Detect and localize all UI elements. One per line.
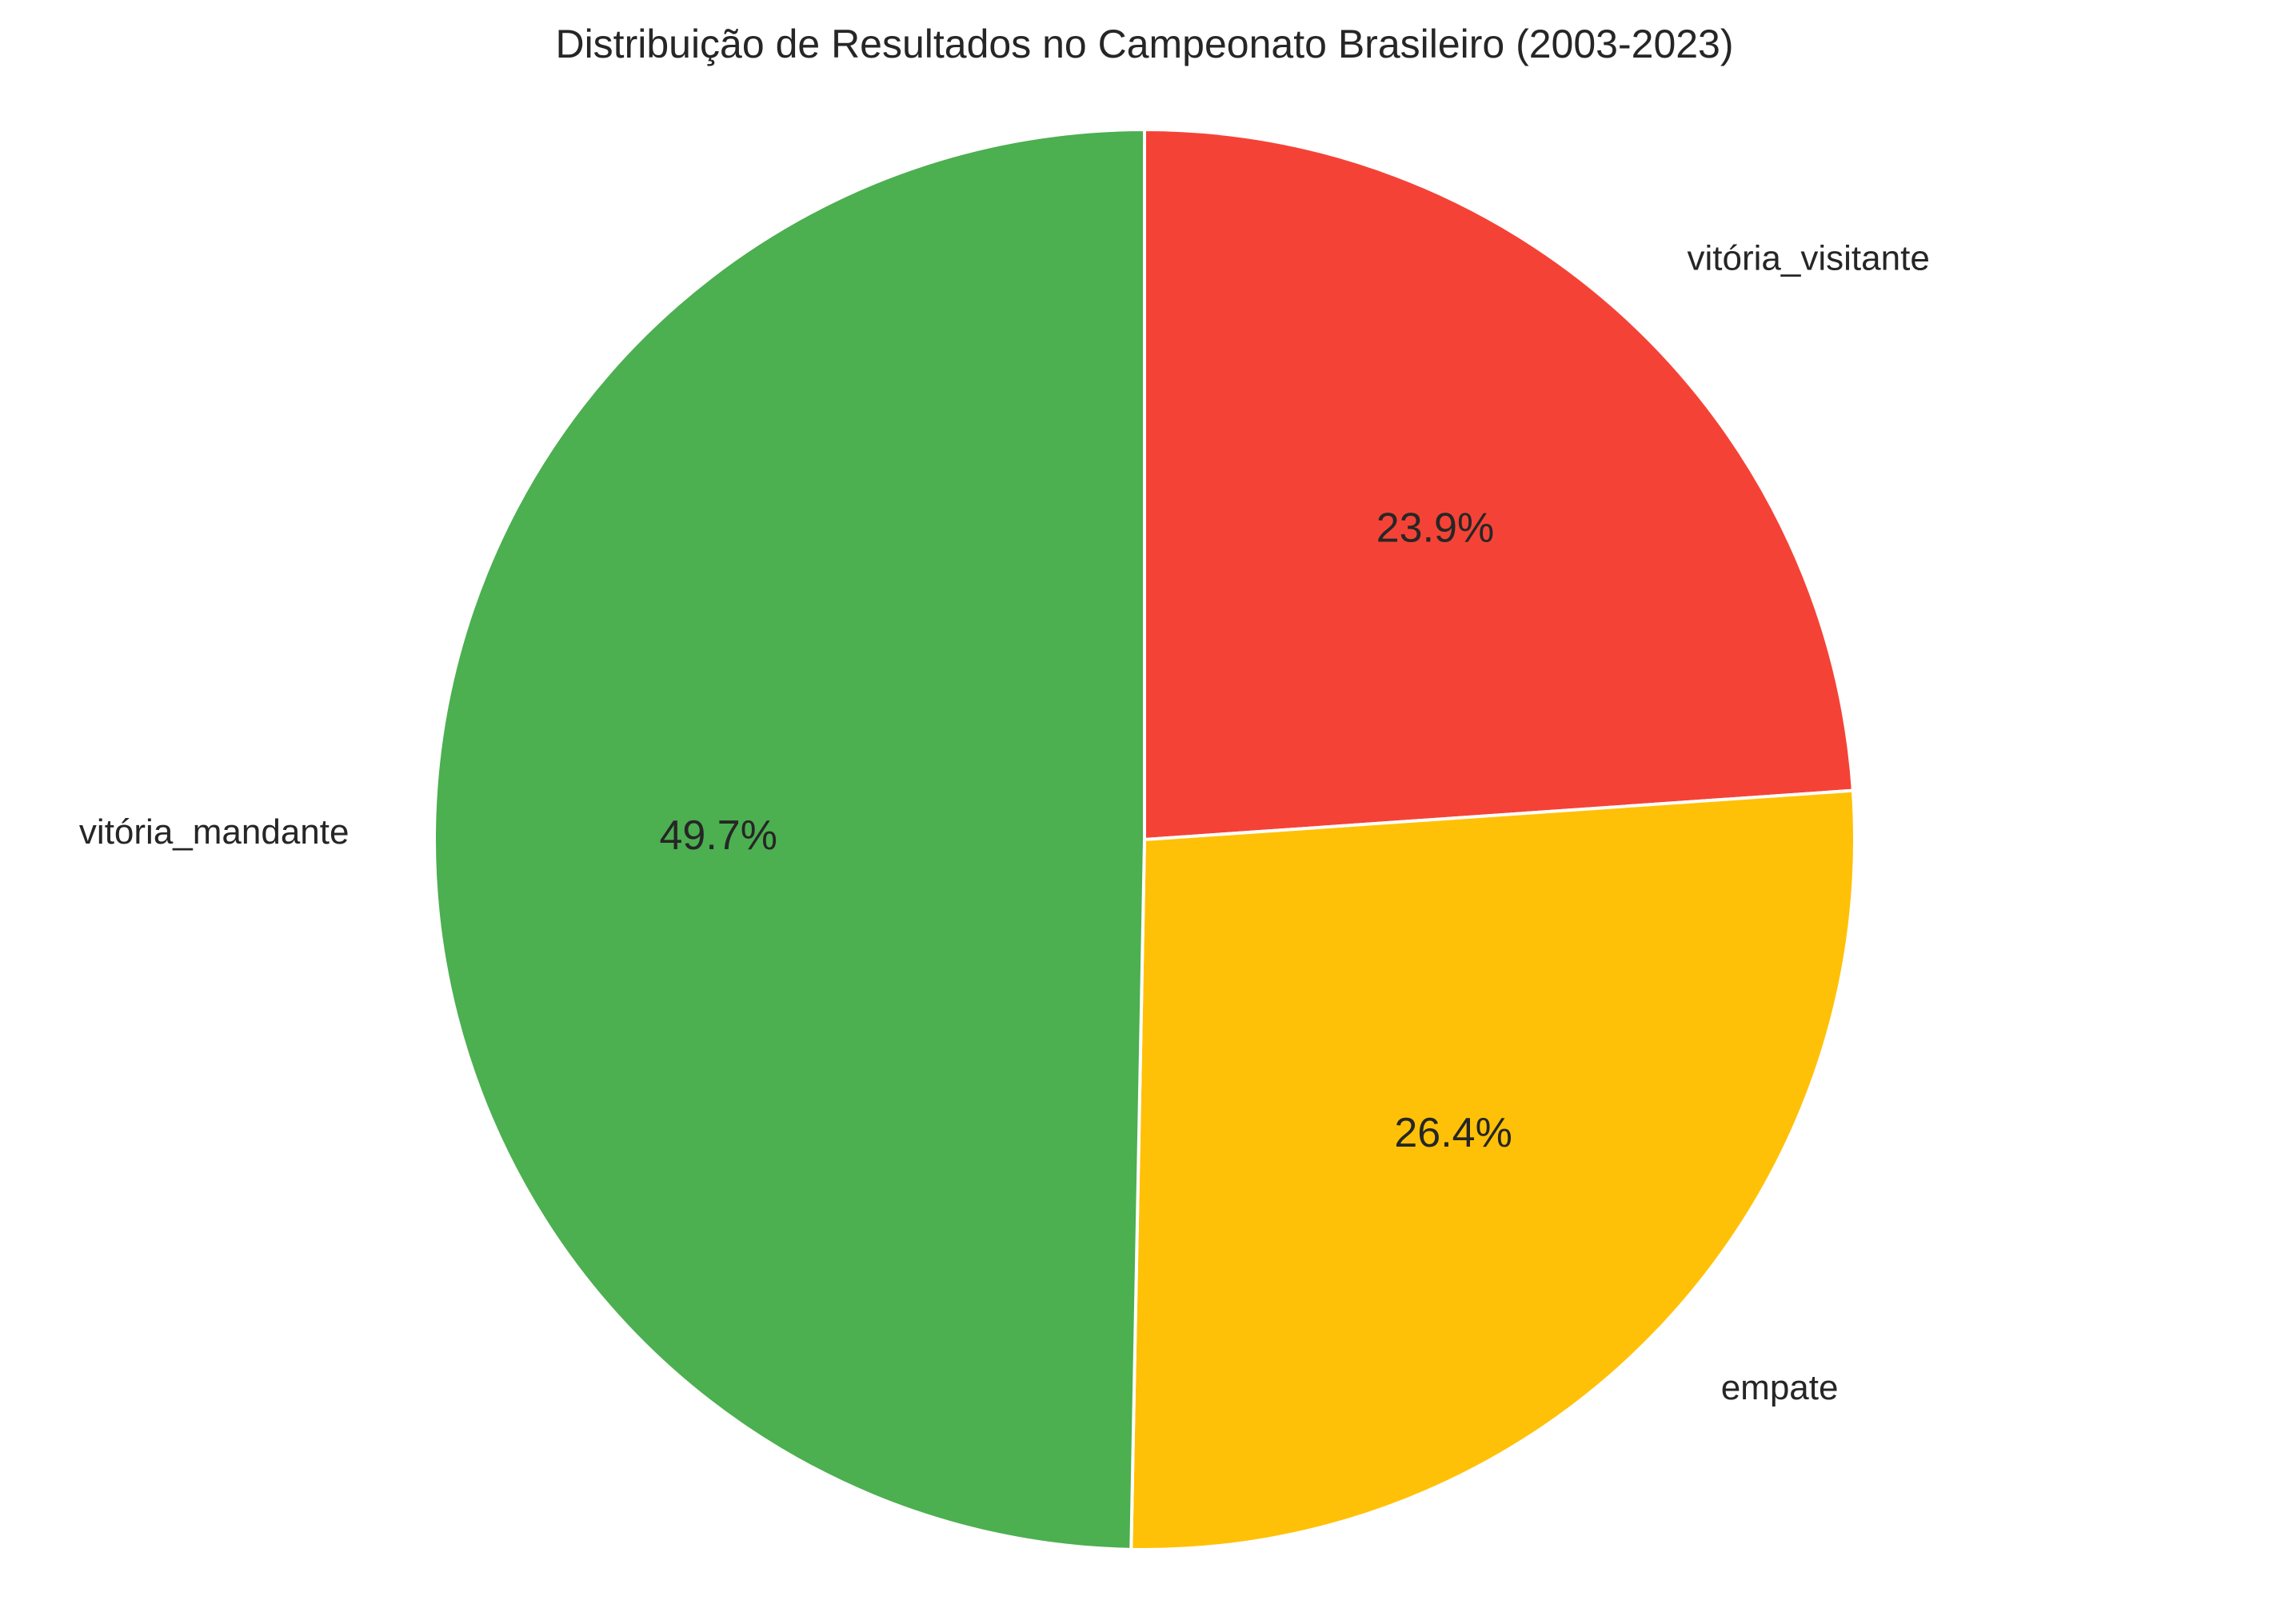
pie-percent-label-1: 26.4% [1394, 1110, 1512, 1156]
pie-category-label-2: vitória_mandante [79, 812, 350, 852]
chart-title: Distribuição de Resultados no Campeonato… [555, 22, 1733, 66]
pie-slices [433, 128, 1856, 1551]
pie-labels: 23.9% vitória_visitante 26.4% empate 49.7% vi… [79, 238, 1930, 1407]
pie-category-label-0: vitória_visitante [1688, 238, 1930, 277]
pie-percent-label-2: 49.7% [659, 812, 777, 859]
pie-slice-0 [1143, 128, 1855, 841]
pie-slice-2 [433, 128, 1146, 1551]
pie-category-label-1: empate [1721, 1368, 1839, 1407]
pie-percent-label-0: 23.9% [1376, 505, 1494, 551]
pie-slice-1 [1129, 788, 1856, 1551]
